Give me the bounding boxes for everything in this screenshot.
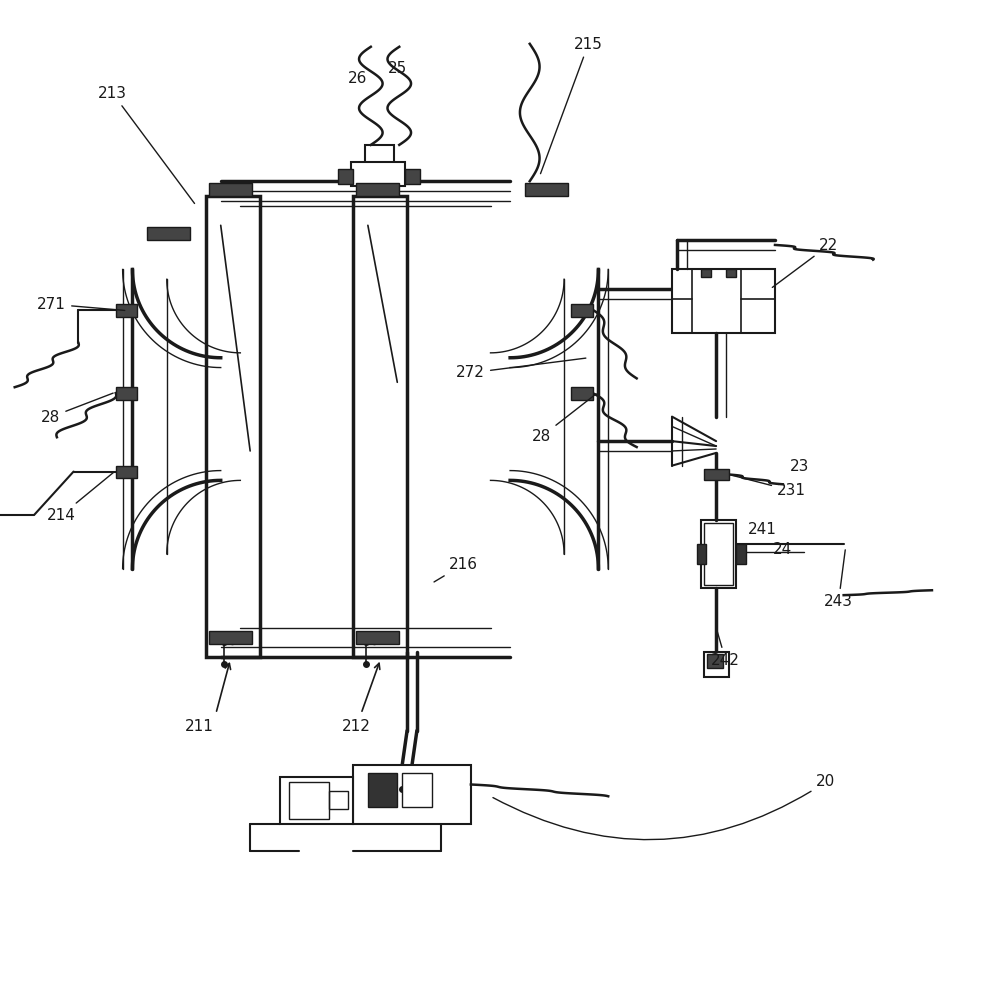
Bar — [116, 304, 137, 317]
Text: 231: 231 — [732, 475, 806, 498]
Text: 241: 241 — [748, 522, 776, 537]
Bar — [571, 387, 593, 400]
Text: 242: 242 — [711, 630, 740, 668]
Bar — [701, 269, 711, 277]
Bar — [368, 773, 397, 807]
Bar — [704, 523, 733, 585]
Bar — [405, 169, 420, 184]
Text: 243: 243 — [824, 550, 853, 609]
Bar — [672, 269, 775, 333]
Text: 22: 22 — [772, 238, 839, 287]
Bar — [289, 782, 329, 819]
Bar — [525, 183, 568, 196]
Bar — [209, 183, 252, 196]
Text: 216: 216 — [434, 557, 479, 582]
Text: 271: 271 — [37, 297, 125, 312]
Text: 28: 28 — [41, 393, 113, 425]
Text: 215: 215 — [541, 37, 602, 174]
Text: 20: 20 — [492, 774, 836, 840]
Bar — [329, 791, 348, 809]
Bar — [116, 387, 137, 400]
Bar — [206, 196, 260, 657]
Bar — [116, 466, 137, 478]
Bar — [707, 654, 723, 668]
Bar — [209, 631, 252, 644]
Bar — [402, 773, 432, 807]
Text: 212: 212 — [341, 719, 370, 734]
Bar — [280, 777, 353, 824]
Bar — [701, 520, 736, 588]
Bar — [726, 269, 736, 277]
Text: 211: 211 — [184, 719, 213, 734]
Bar — [736, 544, 746, 564]
Text: 24: 24 — [773, 542, 793, 557]
Bar — [356, 631, 399, 644]
Bar — [351, 162, 405, 186]
Bar — [704, 469, 729, 480]
Text: 28: 28 — [532, 394, 596, 444]
Bar — [353, 765, 471, 824]
Bar — [353, 196, 407, 657]
Bar — [147, 227, 190, 240]
Bar — [365, 145, 394, 169]
Text: 272: 272 — [456, 358, 586, 380]
Bar — [697, 544, 706, 564]
Text: 25: 25 — [387, 61, 407, 76]
Text: 23: 23 — [790, 459, 809, 474]
Text: 213: 213 — [98, 86, 194, 203]
Text: 214: 214 — [47, 472, 114, 523]
Bar — [338, 169, 353, 184]
Bar — [704, 652, 729, 677]
Bar — [571, 304, 593, 317]
Text: 26: 26 — [348, 71, 368, 86]
Bar — [356, 183, 399, 196]
